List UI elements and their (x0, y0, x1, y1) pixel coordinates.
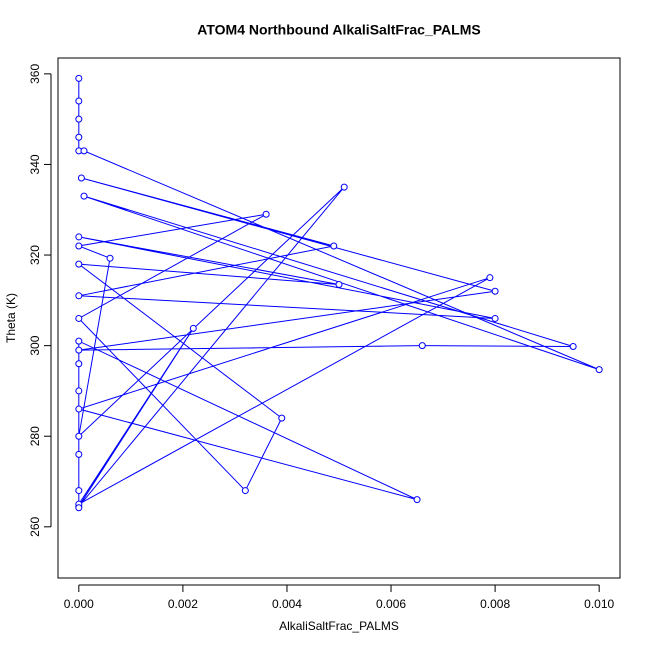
y-tick-label: 260 (28, 516, 42, 536)
data-point (330, 242, 338, 250)
data-point (75, 487, 83, 495)
x-tick-label: 0.008 (480, 597, 510, 611)
y-tick-label: 280 (28, 426, 42, 446)
data-point (418, 342, 426, 350)
data-point (491, 314, 499, 322)
data-point (75, 346, 83, 354)
y-tick-label: 340 (28, 154, 42, 174)
data-point (486, 274, 494, 282)
data-point (75, 115, 83, 123)
data-point (335, 280, 343, 288)
data-point (595, 366, 603, 374)
data-point (75, 260, 83, 268)
data-point (80, 192, 88, 200)
chart-title: ATOM4 Northbound AlkaliSaltFrac_PALMS (197, 22, 480, 38)
y-tick-label: 320 (28, 245, 42, 265)
data-point (569, 343, 577, 351)
data-point (262, 210, 270, 218)
data-point (75, 314, 83, 322)
data-point (75, 387, 83, 395)
data-point (340, 183, 348, 191)
data-point (241, 487, 249, 495)
data-point (75, 360, 83, 368)
data-point (491, 287, 499, 295)
data-point (75, 337, 83, 345)
y-tick-label: 360 (28, 64, 42, 84)
x-tick-label: 0.000 (64, 597, 94, 611)
data-point (75, 133, 83, 141)
data-point (278, 414, 286, 422)
data-point (75, 504, 83, 512)
y-axis-label: Theta (K) (4, 293, 18, 343)
plot-box (57, 57, 621, 579)
data-point (189, 324, 197, 332)
data-point (75, 242, 83, 250)
data-point (106, 254, 114, 262)
y-tick-label: 300 (28, 335, 42, 355)
x-tick-label: 0.010 (584, 597, 614, 611)
data-point (75, 97, 83, 105)
x-axis-label: AlkaliSaltFrac_PALMS (279, 619, 399, 633)
x-tick-label: 0.004 (272, 597, 302, 611)
data-point (75, 432, 83, 440)
data-point (75, 292, 83, 300)
x-tick-label: 0.006 (376, 597, 406, 611)
data-point (75, 405, 83, 413)
x-tick-label: 0.002 (168, 597, 198, 611)
data-point (75, 450, 83, 458)
data-point (75, 74, 83, 82)
data-point (413, 496, 421, 504)
data-point (75, 233, 83, 241)
data-point (77, 174, 85, 182)
data-point (80, 147, 88, 155)
